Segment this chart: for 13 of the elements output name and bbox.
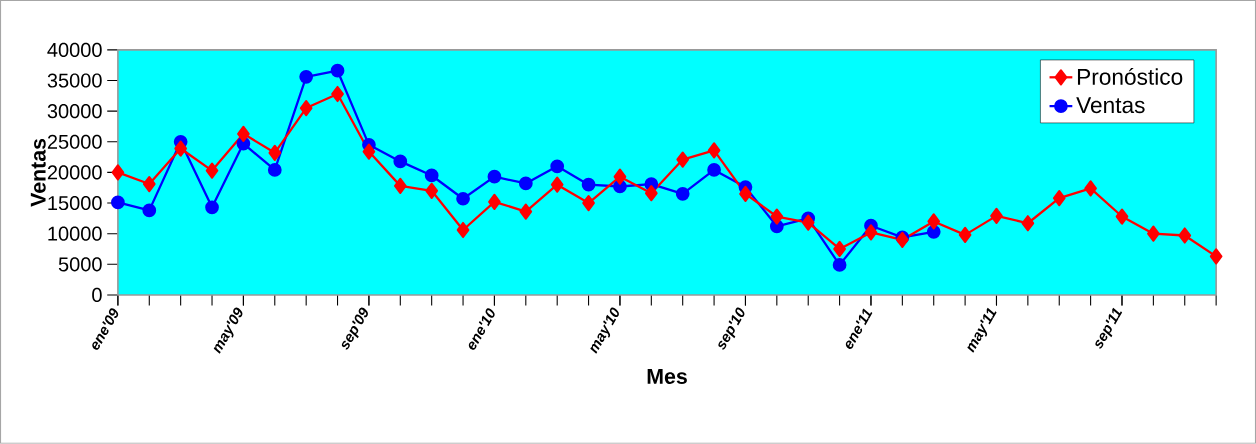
y-tick-label: 20000 [47,165,102,180]
y-tick-label: 40000 [47,42,102,58]
legend-label: Pronóstico [1077,68,1183,85]
y-tick-label: 25000 [47,134,102,149]
x-axis-title: Mes [647,369,687,384]
y-tick-label: 35000 [47,73,102,88]
y-tick-label: 15000 [48,196,102,211]
legend-label: Ventas [1076,97,1145,114]
y-tick-label: 30000 [47,104,102,119]
y-axis-title: Ventas [30,138,46,207]
y-tick-label: 5000 [58,257,102,272]
y-tick-label: 0 [92,287,102,303]
y-tick-label: 10000 [48,226,102,241]
